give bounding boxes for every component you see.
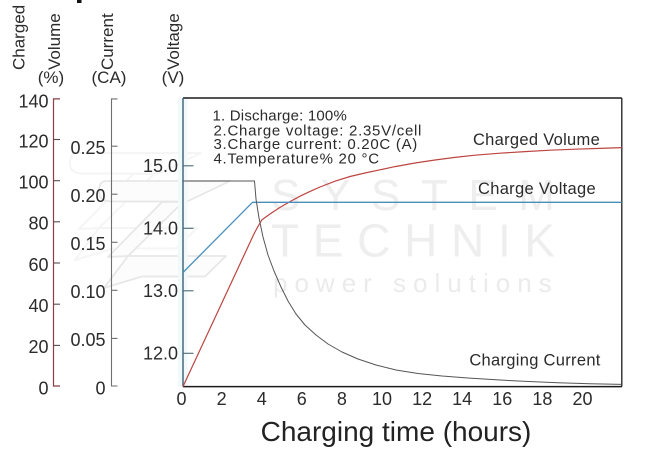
svg-text:0.20: 0.20: [70, 186, 105, 206]
svg-text:Charging Current: Charging Current: [469, 351, 600, 369]
svg-text:TECHNIK: TECHNIK: [271, 215, 569, 267]
svg-text:4: 4: [257, 389, 267, 409]
svg-text:Current: Current: [98, 13, 117, 70]
svg-text:4.Temperature% 20 °C: 4.Temperature% 20 °C: [214, 151, 380, 168]
svg-text:6: 6: [297, 389, 307, 409]
svg-text:(CA): (CA): [92, 68, 127, 87]
svg-text:Charging time (hours): Charging time (hours): [261, 416, 532, 447]
svg-text:2: 2: [217, 389, 227, 409]
svg-text:60: 60: [28, 255, 48, 275]
svg-text:0.10: 0.10: [70, 282, 105, 302]
svg-text:Voltage: Voltage: [164, 13, 183, 70]
svg-text:18: 18: [532, 389, 552, 409]
svg-text:2.Charge voltage: 2.35V/cell: 2.Charge voltage: 2.35V/cell: [214, 122, 423, 139]
svg-text:0: 0: [38, 378, 48, 398]
svg-text:15.0: 15.0: [143, 156, 178, 176]
svg-text:Charged: Charged: [10, 5, 29, 70]
svg-text:(V): (V): [162, 68, 185, 87]
svg-text:0: 0: [95, 378, 105, 398]
svg-text:13.0: 13.0: [143, 281, 178, 301]
svg-text:14: 14: [452, 389, 472, 409]
svg-text:Volume: Volume: [45, 13, 64, 70]
svg-text:20: 20: [572, 389, 592, 409]
svg-text:3.Charge current: 0.20C (A): 3.Charge current: 0.20C (A): [214, 136, 419, 153]
svg-text:20: 20: [28, 337, 48, 357]
svg-text:SYSTEM: SYSTEM: [271, 171, 576, 220]
svg-text:140: 140: [18, 91, 48, 111]
svg-text:1. Discharge: 100%: 1. Discharge: 100%: [213, 108, 348, 125]
svg-text:100: 100: [18, 173, 48, 193]
svg-text:10: 10: [372, 389, 392, 409]
svg-text:40: 40: [28, 296, 48, 316]
svg-text:0.05: 0.05: [70, 330, 105, 350]
svg-text:Charged Volume: Charged Volume: [473, 131, 600, 149]
svg-text:0: 0: [176, 389, 186, 409]
svg-text:power solutions: power solutions: [273, 268, 559, 298]
svg-text:12: 12: [412, 389, 432, 409]
svg-text:Charge Voltage: Charge Voltage: [478, 180, 596, 198]
svg-text:12.0: 12.0: [143, 344, 178, 364]
svg-text:8: 8: [337, 389, 347, 409]
svg-text:80: 80: [28, 214, 48, 234]
svg-text:16: 16: [492, 389, 512, 409]
svg-text:14.0: 14.0: [143, 219, 178, 239]
svg-text:(%): (%): [38, 68, 64, 87]
svg-text:0.15: 0.15: [70, 234, 105, 254]
svg-text:120: 120: [18, 131, 48, 151]
svg-text:0.25: 0.25: [70, 138, 105, 158]
